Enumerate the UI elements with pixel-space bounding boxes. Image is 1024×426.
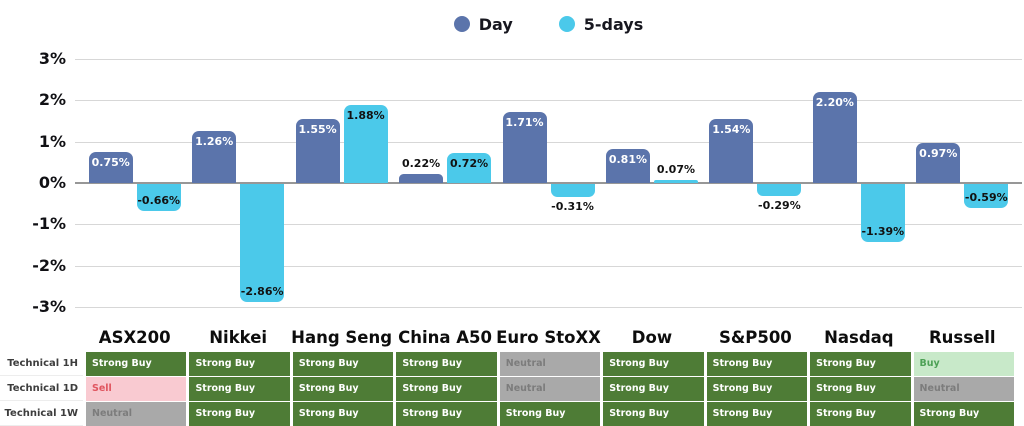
legend-item-5-days: 5-days: [558, 14, 644, 34]
technical-cell-technical-1d-hang-seng: Strong Buy: [292, 377, 394, 401]
bar-value-label-5-days-nasdaq: -1.39%: [861, 224, 905, 238]
bar-value-label-5-days-china-a50: 0.72%: [449, 157, 489, 171]
y-tick-label-2: 2%: [38, 90, 66, 110]
technical-cell-technical-1h-nikkei: Strong Buy: [189, 352, 290, 376]
bar-day-hang-seng: [295, 118, 340, 183]
bar-value-label-day-nasdaq: 2.20%: [815, 95, 854, 109]
technical-cell-technical-1d-dow: Strong Buy: [603, 377, 704, 401]
gridline-2: [75, 265, 1022, 267]
technical-cell-technical-1w-s-p500: Strong Buy: [706, 402, 808, 426]
y-tick-label-0: 0%: [38, 173, 66, 192]
technical-cell-technical-1d-s-p500: Strong Buy: [706, 377, 808, 401]
table-row-label-technical-1w: Technical 1W: [0, 402, 83, 426]
bar-value-label-day-dow: 0.81%: [608, 153, 648, 167]
technical-analysis-table: Technical 1H Strong Buy Strong Buy Strong B…: [0, 352, 1014, 426]
bar-5-days-asx200: [136, 184, 181, 212]
technical-cell-technical-1d-china-a50: Strong Buy: [396, 377, 497, 401]
technical-cell-technical-1h-euro-stoxx: Neutral: [499, 352, 601, 376]
legend-dot-day-icon: [453, 16, 470, 32]
bar-day-asx200: [88, 151, 133, 183]
category-label-nikkei: Nikkei: [209, 328, 268, 347]
technical-cell-technical-1h-s-p500: Strong Buy: [706, 352, 808, 376]
bar-day-nasdaq: [812, 91, 857, 183]
gridline-1: [75, 224, 1022, 226]
technical-cell-technical-1h-nasdaq: Strong Buy: [810, 352, 911, 376]
legend-label-day: Day: [478, 14, 513, 34]
chart-legend: Day 5-days: [75, 10, 1022, 38]
bar-day-nikkei: [192, 130, 237, 183]
legend-dot-5-days-icon: [558, 16, 575, 32]
category-label-nasdaq: Nasdaq: [824, 328, 894, 347]
y-tick-label-2: -2%: [32, 255, 66, 275]
technical-cell-technical-1d-asx200: Sell: [86, 377, 187, 401]
technical-cell-technical-1d-nasdaq: Strong Buy: [810, 377, 911, 401]
technical-cell-technical-1w-asx200: Neutral: [86, 402, 187, 426]
y-tick-label-1: -1%: [32, 214, 66, 234]
bar-5-days-hang-seng: [343, 105, 388, 183]
bar-value-label-day-s-p500: 1.54%: [712, 123, 751, 137]
bar-value-label-5-days-asx200: -0.66%: [137, 194, 181, 208]
bar-day-s-p500: [709, 119, 754, 183]
technical-cell-technical-1d-euro-stoxx: Neutral: [499, 377, 601, 401]
technical-cell-technical-1w-china-a50: Strong Buy: [396, 402, 497, 426]
bar-day-euro-stoxx: [502, 112, 547, 183]
technical-cell-technical-1h-russell: Buy: [913, 352, 1014, 376]
bar-value-label-day-russell: 0.97%: [919, 146, 958, 160]
technical-cell-technical-1d-russell: Neutral: [913, 377, 1014, 401]
legend-item-day: Day: [453, 14, 513, 34]
category-label-china-a50: China A50: [398, 328, 492, 347]
category-label-asx200: ASX200: [98, 328, 171, 347]
bar-5-days-euro-stoxx: [550, 184, 595, 197]
technical-cell-technical-1w-nasdaq: Strong Buy: [810, 402, 911, 426]
gridline-3: [75, 58, 1022, 60]
bar-5-days-nasdaq: [860, 184, 905, 242]
bar-day-russell: [916, 142, 961, 183]
table-row-label-technical-1d: Technical 1D: [0, 377, 83, 401]
y-tick-label-3: 3%: [38, 48, 66, 68]
technical-cell-technical-1d-nikkei: Strong Buy: [189, 377, 290, 401]
bar-value-label-5-days-euro-stoxx: -0.31%: [551, 199, 594, 213]
bar-5-days-china-a50: [447, 153, 492, 183]
bar-value-label-5-days-nikkei: -2.86%: [240, 285, 284, 299]
table-row-label-technical-1h: Technical 1H: [0, 352, 83, 376]
bar-day-dow: [605, 149, 650, 183]
bar-value-label-day-nikkei: 1.26%: [195, 134, 234, 148]
legend-label-5-days: 5-days: [583, 14, 644, 34]
category-label-dow: Dow: [631, 328, 673, 347]
technical-cell-technical-1w-russell: Strong Buy: [913, 402, 1014, 426]
gridline-2: [75, 100, 1022, 102]
technical-cell-technical-1w-hang-seng: Strong Buy: [292, 402, 394, 426]
bar-chart: Day 5-days 3% 2% 1% 0% -1% -2% -3% 0.75% 1.26% 1.…: [32, 10, 1022, 347]
technical-cell-technical-1w-dow: Strong Buy: [603, 402, 704, 426]
gridline-1: [75, 141, 1022, 143]
technical-cell-technical-1w-nikkei: Strong Buy: [189, 402, 290, 426]
bar-5-days-s-p500: [757, 184, 802, 196]
bar-value-label-day-china-a50: 0.22%: [401, 156, 441, 170]
bar-5-days-russell: [964, 184, 1009, 209]
bar-5-days-nikkei: [240, 184, 285, 303]
bar-day-china-a50: [399, 173, 444, 183]
bar-value-label-5-days-russell: -0.59%: [964, 191, 1008, 205]
bar-value-label-day-euro-stoxx: 1.71%: [505, 116, 544, 130]
zero-gridline: [75, 182, 1022, 184]
category-label-s-p500: S&P500: [718, 328, 792, 347]
technical-cell-technical-1h-china-a50: Strong Buy: [396, 352, 497, 376]
category-label-hang-seng: Hang Seng: [291, 328, 393, 347]
technical-cell-technical-1w-euro-stoxx: Strong Buy: [499, 402, 601, 426]
bar-5-days-dow: [653, 180, 698, 183]
y-tick-label-1: 1%: [38, 131, 66, 151]
bar-value-label-5-days-s-p500: -0.29%: [758, 199, 801, 212]
gridline-3: [75, 307, 1022, 309]
category-label-euro-stoxx: Euro StoXX: [496, 328, 601, 347]
technical-cell-technical-1h-dow: Strong Buy: [603, 352, 704, 376]
technical-cell-technical-1h-asx200: Strong Buy: [86, 352, 187, 376]
category-label-russell: Russell: [928, 328, 996, 347]
technical-cell-technical-1h-hang-seng: Strong Buy: [292, 352, 394, 376]
y-tick-label-3: -3%: [32, 297, 66, 317]
bar-value-label-5-days-hang-seng: 1.88%: [346, 109, 385, 123]
bar-value-label-5-days-dow: 0.07%: [656, 163, 696, 177]
bar-value-label-day-asx200: 0.75%: [91, 155, 130, 169]
bar-value-label-day-hang-seng: 1.55%: [298, 122, 337, 136]
